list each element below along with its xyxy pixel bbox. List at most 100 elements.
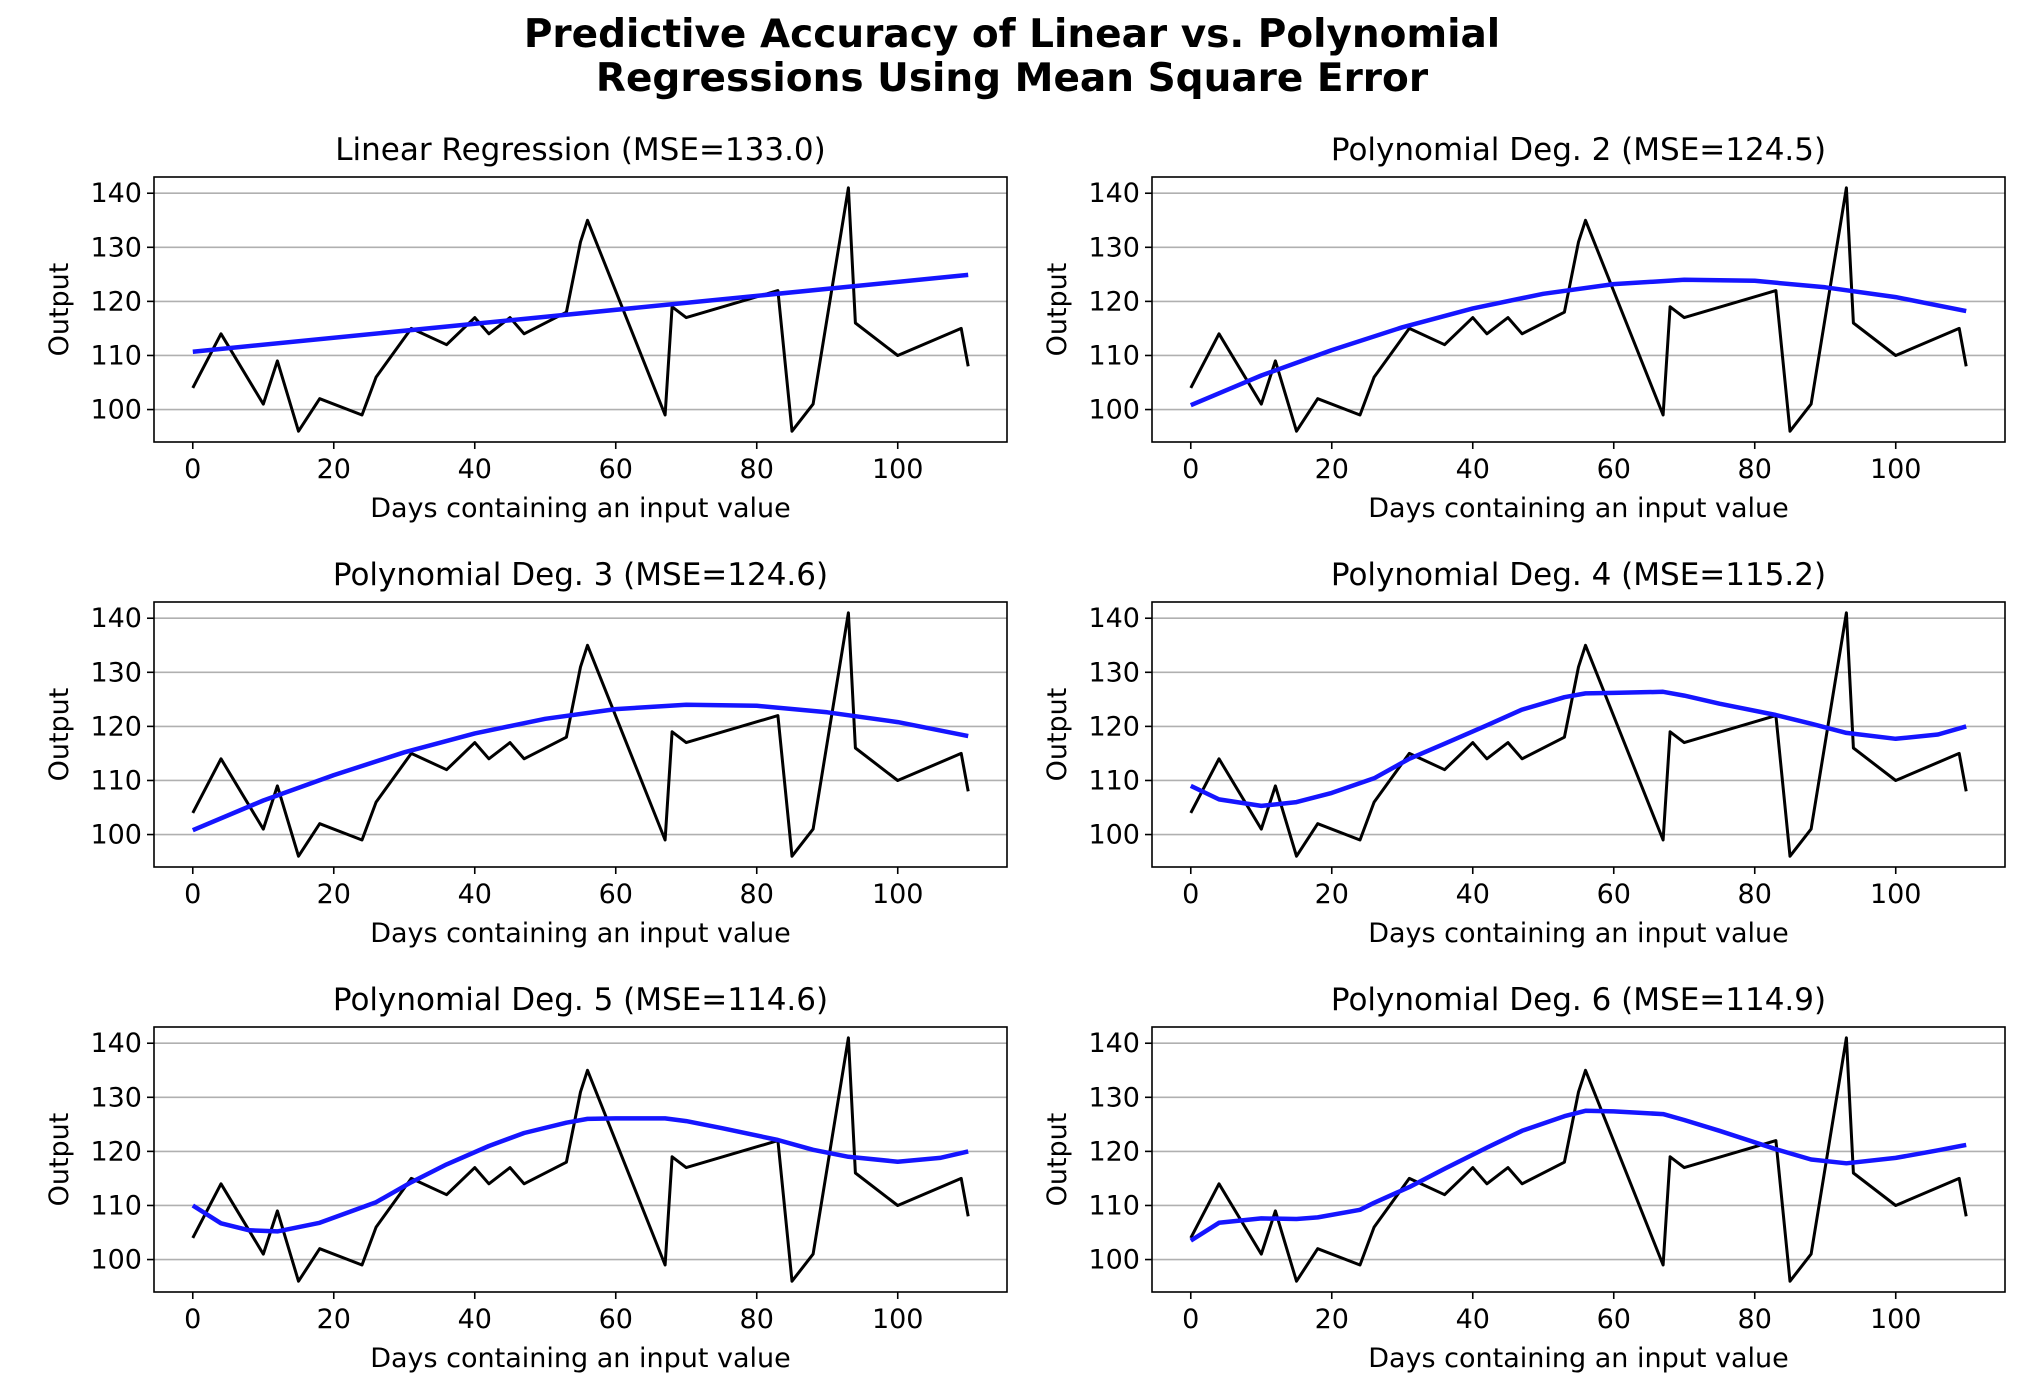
y-tick-label-110: 110 — [90, 340, 142, 371]
series-line-fit — [191, 702, 969, 833]
x-tick-label-20: 20 — [317, 454, 351, 485]
x-tick-label-80: 80 — [740, 454, 774, 485]
y-axis-label: Output — [44, 263, 75, 357]
figure-suptitle-line1: Predictive Accuracy of Linear vs. Polyno… — [524, 12, 1500, 57]
y-tick-label-110: 110 — [1088, 340, 1140, 371]
y-tick-label-120: 120 — [90, 286, 142, 317]
x-axis-label: Days containing an input value — [370, 1343, 791, 1374]
axes-frame — [153, 1026, 1008, 1293]
y-tick-label-100: 100 — [90, 395, 142, 426]
subplot-4: 100 110 120 130 140 0 20 40 60 80 100 Polynomial De… — [1042, 557, 2006, 949]
y-tick-label-140: 140 — [1088, 178, 1140, 209]
axes-frame — [153, 601, 1008, 868]
x-tick-label-40: 40 — [1456, 454, 1490, 485]
series-line-observed — [1189, 1036, 1968, 1283]
x-tick-label-40: 40 — [1456, 879, 1490, 910]
series-line-fit — [1189, 689, 1967, 809]
y-tick-label-120: 120 — [1088, 711, 1140, 742]
x-tick-label-80: 80 — [740, 879, 774, 910]
series-line-observed — [1189, 611, 1968, 858]
x-axis-label: Days containing an input value — [370, 493, 791, 524]
y-tick-label-130: 130 — [90, 657, 142, 688]
y-tick-label-140: 140 — [90, 1028, 142, 1059]
x-tick-label-80: 80 — [740, 1304, 774, 1335]
y-tick-label-100: 100 — [1088, 820, 1140, 851]
series-line-observed — [191, 611, 970, 858]
y-tick-label-110: 110 — [1088, 765, 1140, 796]
y-tick-label-110: 110 — [90, 1190, 142, 1221]
subplot-3: 100 110 120 130 140 0 20 40 60 80 100 Polynomial De… — [44, 557, 1008, 949]
x-tick-label-60: 60 — [1597, 879, 1631, 910]
subplot-title: Linear Regression (MSE=133.0) — [335, 132, 826, 168]
y-tick-label-130: 130 — [90, 1082, 142, 1113]
x-tick-label-60: 60 — [1597, 454, 1631, 485]
axes-frame — [1151, 1026, 2006, 1293]
x-tick-label-100: 100 — [1870, 879, 1922, 910]
y-tick-label-130: 130 — [1088, 232, 1140, 263]
y-tick-label-120: 120 — [1088, 1136, 1140, 1167]
series-line-observed — [191, 1036, 970, 1283]
x-tick-label-60: 60 — [599, 879, 633, 910]
subplot-1: 100 110 120 130 140 0 20 40 60 80 100 Linear Regres… — [44, 132, 1008, 524]
y-tick-label-110: 110 — [90, 765, 142, 796]
x-tick-label-40: 40 — [1456, 1304, 1490, 1335]
y-tick-label-100: 100 — [90, 820, 142, 851]
x-tick-label-20: 20 — [1315, 879, 1349, 910]
x-axis-label: Days containing an input value — [1368, 918, 1789, 949]
series-line-fit — [1189, 277, 1967, 408]
y-tick-label-130: 130 — [90, 232, 142, 263]
x-tick-label-40: 40 — [458, 1304, 492, 1335]
x-tick-label-40: 40 — [458, 879, 492, 910]
y-tick-label-130: 130 — [1088, 657, 1140, 688]
x-tick-label-20: 20 — [317, 1304, 351, 1335]
x-tick-label-80: 80 — [1738, 879, 1772, 910]
x-tick-label-100: 100 — [1870, 1304, 1922, 1335]
x-tick-label-0: 0 — [184, 454, 201, 485]
x-axis-label: Days containing an input value — [370, 918, 791, 949]
series-line-fit — [191, 1116, 969, 1234]
y-tick-label-110: 110 — [1088, 1190, 1140, 1221]
y-tick-label-130: 130 — [1088, 1082, 1140, 1113]
series-line-fit — [1189, 1108, 1967, 1243]
y-axis-label: Output — [44, 1113, 75, 1207]
subplot-title: Polynomial Deg. 3 (MSE=124.6) — [333, 557, 828, 593]
y-tick-label-140: 140 — [1088, 1028, 1140, 1059]
x-tick-label-100: 100 — [1870, 454, 1922, 485]
x-axis-label: Days containing an input value — [1368, 1343, 1789, 1374]
x-tick-label-0: 0 — [1182, 1304, 1199, 1335]
y-axis-label: Output — [1042, 263, 1073, 357]
x-tick-label-60: 60 — [599, 454, 633, 485]
x-tick-label-0: 0 — [1182, 454, 1199, 485]
subplot-title: Polynomial Deg. 6 (MSE=114.9) — [1331, 982, 1826, 1018]
x-tick-label-20: 20 — [1315, 454, 1349, 485]
x-tick-label-80: 80 — [1738, 454, 1772, 485]
y-axis-label: Output — [1042, 688, 1073, 782]
x-axis-label: Days containing an input value — [1368, 493, 1789, 524]
x-tick-label-0: 0 — [184, 879, 201, 910]
figure-suptitle-line2: Regressions Using Mean Square Error — [596, 56, 1429, 101]
subplot-title: Polynomial Deg. 2 (MSE=124.5) — [1331, 132, 1826, 168]
y-tick-label-140: 140 — [90, 178, 142, 209]
x-tick-label-100: 100 — [872, 879, 924, 910]
x-tick-label-20: 20 — [1315, 1304, 1349, 1335]
y-tick-label-120: 120 — [90, 711, 142, 742]
x-tick-label-100: 100 — [872, 1304, 924, 1335]
x-tick-label-60: 60 — [599, 1304, 633, 1335]
y-tick-label-100: 100 — [1088, 1245, 1140, 1276]
y-axis-label: Output — [1042, 1113, 1073, 1207]
subplot-title: Polynomial Deg. 5 (MSE=114.6) — [333, 982, 828, 1018]
y-tick-label-100: 100 — [1088, 395, 1140, 426]
x-tick-label-100: 100 — [872, 454, 924, 485]
x-tick-label-60: 60 — [1597, 1304, 1631, 1335]
subplot-5: 100 110 120 130 140 0 20 40 60 80 100 Polynomial De… — [44, 982, 1008, 1374]
subplot-title: Polynomial Deg. 4 (MSE=115.2) — [1331, 557, 1826, 593]
x-tick-label-0: 0 — [1182, 879, 1199, 910]
subplot-2: 100 110 120 130 140 0 20 40 60 80 100 Polynomial De… — [1042, 132, 2006, 524]
axes-frame — [1151, 601, 2006, 868]
x-tick-label-40: 40 — [458, 454, 492, 485]
series-line-observed — [1189, 186, 1968, 433]
x-tick-label-0: 0 — [184, 1304, 201, 1335]
y-tick-label-120: 120 — [1088, 286, 1140, 317]
y-tick-label-100: 100 — [90, 1245, 142, 1276]
